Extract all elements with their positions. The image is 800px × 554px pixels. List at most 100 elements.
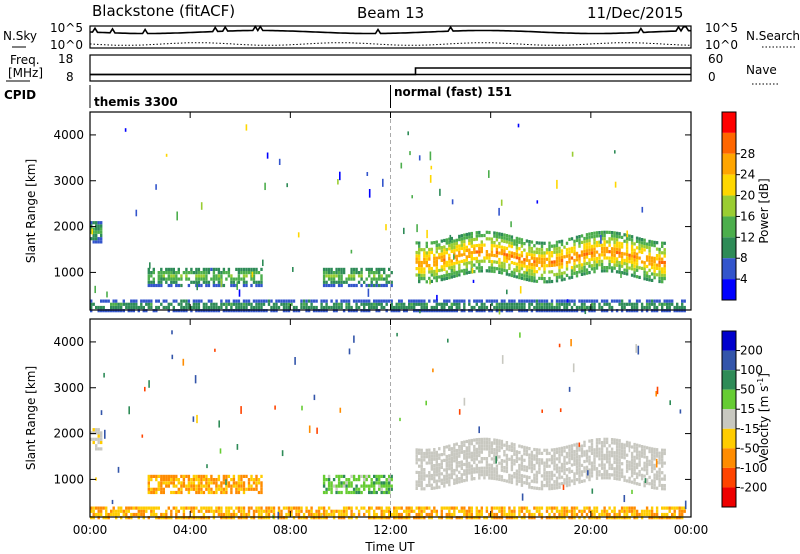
power-echo-cell bbox=[488, 266, 491, 270]
power-echo-cell bbox=[220, 302, 223, 306]
power-echo-cell bbox=[165, 280, 168, 284]
velocity-echo-cell bbox=[630, 445, 634, 449]
velocity-echo-cell bbox=[493, 454, 496, 458]
power-echo-cell bbox=[533, 273, 536, 277]
velocity-echo-cell bbox=[678, 509, 681, 513]
power-echo-cell bbox=[580, 240, 584, 244]
power-echo-cell bbox=[92, 221, 95, 225]
velocity-echo-cell bbox=[420, 516, 423, 520]
velocity-echo-cell bbox=[300, 509, 303, 513]
velocity-echo-cell bbox=[661, 512, 664, 517]
power-echo-cell bbox=[648, 302, 651, 306]
power-echo-cell bbox=[515, 252, 519, 256]
power-echo-cell bbox=[615, 270, 619, 274]
power-echo-cell bbox=[115, 305, 118, 310]
power-echo-cell bbox=[625, 269, 629, 273]
velocity-echo-cell bbox=[95, 428, 98, 432]
power-echo-cell bbox=[152, 277, 155, 281]
power-echo-cell bbox=[350, 274, 353, 278]
velocity-echo-cell bbox=[357, 509, 361, 513]
power-echo-cell bbox=[167, 305, 170, 310]
velocity-echo-cell bbox=[415, 454, 418, 458]
velocity-echo-cell bbox=[468, 449, 471, 453]
velocity-echo-cell bbox=[638, 453, 641, 458]
power-echo-cell bbox=[275, 305, 278, 310]
power-echo-cell bbox=[555, 305, 559, 310]
velocity-echo-cell bbox=[335, 490, 338, 495]
power-echo-cell bbox=[640, 309, 644, 313]
velocity-echo-cell bbox=[250, 484, 253, 488]
velocity-echo-cell bbox=[473, 516, 476, 520]
power-echo-cell bbox=[560, 239, 564, 243]
velocity-echo-cell bbox=[305, 509, 308, 513]
power-echo-cell bbox=[135, 302, 138, 306]
colorbar-frame bbox=[721, 330, 737, 508]
power-echo-cell bbox=[538, 309, 541, 313]
power-echo-cell bbox=[428, 264, 431, 268]
velocity-echo-cell bbox=[573, 475, 576, 479]
power-scatter-cell bbox=[626, 230, 628, 238]
power-echo-cell bbox=[578, 235, 581, 239]
power-echo-cell bbox=[663, 254, 666, 258]
power-echo-cell bbox=[150, 305, 153, 310]
velocity-echo-cell bbox=[620, 506, 624, 510]
power-echo-cell bbox=[332, 283, 336, 288]
power-echo-cell bbox=[523, 242, 526, 246]
velocity-echo-cell bbox=[555, 466, 559, 471]
velocity-echo-cell bbox=[578, 516, 581, 520]
velocity-colorbar-label: Velocity [m s-1] bbox=[756, 373, 771, 463]
power-echo-cell bbox=[568, 237, 571, 241]
velocity-echo-cell bbox=[533, 447, 536, 452]
velocity-echo-cell bbox=[327, 506, 331, 510]
power-echo-cell bbox=[463, 249, 466, 253]
velocity-echo-cell bbox=[628, 480, 631, 484]
power-echo-cell bbox=[390, 299, 393, 303]
velocity-echo-cell bbox=[125, 509, 128, 513]
power-echo-cell bbox=[415, 241, 418, 245]
power-echo-cell bbox=[533, 260, 536, 264]
power-echo-cell bbox=[580, 299, 584, 303]
power-echo-cell bbox=[90, 227, 93, 231]
velocity-echo-cell bbox=[225, 516, 228, 520]
power-echo-cell bbox=[435, 272, 438, 276]
velocity-scatter-cell bbox=[104, 429, 106, 439]
power-echo-cell bbox=[160, 267, 163, 271]
velocity-echo-cell bbox=[280, 512, 283, 517]
power-echo-cell bbox=[428, 270, 431, 274]
power-echo-cell bbox=[172, 271, 175, 275]
velocity-echo-cell bbox=[608, 506, 611, 510]
power-echo-cell bbox=[212, 283, 216, 288]
velocity-echo-cell bbox=[245, 512, 248, 517]
velocity-echo-cell bbox=[523, 452, 526, 456]
power-echo-cell bbox=[418, 280, 421, 284]
power-echo-cell bbox=[373, 299, 376, 303]
power-scatter-cell bbox=[506, 289, 508, 295]
velocity-echo-cell bbox=[523, 474, 526, 478]
velocity-echo-cell bbox=[250, 487, 253, 491]
velocity-echo-cell bbox=[463, 462, 466, 467]
velocity-echo-cell bbox=[673, 516, 676, 520]
power-echo-cell bbox=[232, 277, 236, 281]
velocity-echo-cell bbox=[568, 448, 571, 452]
velocity-echo-cell bbox=[545, 480, 549, 484]
power-echo-cell bbox=[530, 266, 534, 270]
velocity-echo-cell bbox=[618, 474, 621, 478]
power-echo-cell bbox=[415, 260, 418, 264]
power-echo-cell bbox=[528, 252, 531, 256]
power-echo-cell bbox=[187, 299, 191, 303]
power-echo-cell bbox=[215, 274, 218, 278]
power-echo-cell bbox=[425, 257, 428, 261]
velocity-echo-cell bbox=[332, 484, 336, 488]
power-echo-cell bbox=[167, 274, 170, 278]
velocity-echo-cell bbox=[548, 487, 551, 491]
velocity-echo-cell bbox=[413, 509, 416, 513]
velocity-echo-cell bbox=[425, 474, 428, 478]
power-echo-cell bbox=[375, 277, 378, 281]
velocity-echo-cell bbox=[645, 468, 649, 472]
velocity-echo-cell bbox=[543, 464, 546, 468]
velocity-echo-cell bbox=[628, 516, 631, 520]
power-echo-cell bbox=[485, 250, 489, 254]
power-echo-cell bbox=[440, 274, 443, 278]
power-echo-cell bbox=[373, 271, 376, 275]
power-echo-cell bbox=[448, 244, 451, 248]
